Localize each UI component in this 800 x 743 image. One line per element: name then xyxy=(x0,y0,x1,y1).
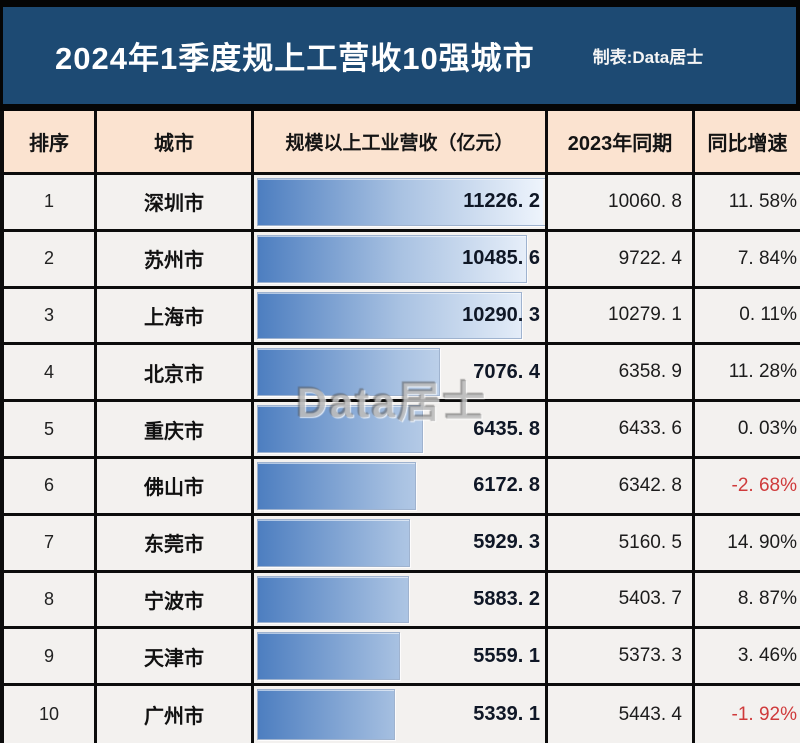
revenue-bar-cell: 5883. 2 xyxy=(254,572,548,627)
credit-label: 制表:Data居士 xyxy=(592,48,704,67)
city-cell: 宁波市 xyxy=(97,572,254,627)
prev-year-cell: 6433. 6 xyxy=(548,402,695,456)
city-cell: 北京市 xyxy=(97,345,254,400)
growth-cell: 0. 03% xyxy=(737,418,797,440)
column-header-growth: 同比增速 xyxy=(707,133,788,155)
growth-cell: 8. 87% xyxy=(737,588,797,610)
rank-cell: 8 xyxy=(0,572,97,627)
revenue-bar-cell: 7076. 4 xyxy=(254,345,548,400)
table-row: 10 广州市 5339. 1 5443. 4 -1. 92% xyxy=(0,686,800,743)
table-row: 6 佛山市 6172. 8 6342. 8 -2. 68% xyxy=(0,458,800,516)
city-cell: 天津市 xyxy=(97,629,254,684)
revenue-value: 5559. 1 xyxy=(473,644,540,667)
revenue-bar-cell: 10290. 3 xyxy=(254,288,548,343)
revenue-value: 5339. 1 xyxy=(473,703,540,726)
column-header-prev: 2023年同期 xyxy=(548,111,695,172)
revenue-bar-cell: 10485. 6 xyxy=(254,231,548,286)
rank-cell: 10 xyxy=(0,686,97,743)
rank-cell: 6 xyxy=(0,458,97,513)
rank-cell: 7 xyxy=(0,515,97,570)
city-cell: 重庆市 xyxy=(97,402,254,456)
revenue-data-bar xyxy=(257,575,409,624)
revenue-data-bar xyxy=(257,689,395,740)
growth-cell: -1. 92% xyxy=(731,703,797,725)
growth-cell: 14. 90% xyxy=(727,531,797,553)
revenue-data-bar xyxy=(257,291,523,340)
city-cell: 上海市 xyxy=(97,288,254,343)
growth-cell: 3. 46% xyxy=(737,645,797,667)
title-banner: 2024年1季度规上工营收10强城市 制表:Data居士 xyxy=(3,7,796,104)
revenue-value: 6435. 8 xyxy=(473,417,540,440)
revenue-bar-cell: 11226. 2 xyxy=(254,175,548,229)
prev-year-cell: 10060. 8 xyxy=(548,175,695,229)
prev-year-cell: 6358. 9 xyxy=(548,345,695,400)
revenue-data-bar xyxy=(257,518,410,567)
revenue-value: 11226. 2 xyxy=(463,190,540,213)
prev-year-cell: 6342. 8 xyxy=(548,458,695,513)
prev-year-cell: 10279. 1 xyxy=(548,288,695,343)
table-row: 4 北京市 7076. 4 6358. 9 11. 28% xyxy=(0,345,800,403)
city-cell: 东莞市 xyxy=(97,515,254,570)
column-header-revenue: 规模以上工业营收（亿元） xyxy=(254,111,548,172)
growth-cell: 0. 11% xyxy=(739,304,797,326)
table-row: 5 重庆市 6435. 8 6433. 6 0. 03% xyxy=(0,402,800,459)
growth-cell: 11. 28% xyxy=(728,361,797,383)
table-header: 排序 城市 规模以上工业营收（亿元） 2023年同期 同比增速 xyxy=(0,111,800,175)
prev-year-cell: 5160. 5 xyxy=(548,515,695,570)
revenue-bar-cell: 5929. 3 xyxy=(254,515,548,570)
revenue-data-bar xyxy=(257,405,423,453)
revenue-value: 10485. 6 xyxy=(462,247,540,270)
page-title: 2024年1季度规上工营收10强城市 xyxy=(55,41,535,76)
revenue-value: 6172. 8 xyxy=(473,474,540,497)
prev-year-cell: 5443. 4 xyxy=(548,686,695,743)
city-cell: 佛山市 xyxy=(97,458,254,513)
city-cell: 广州市 xyxy=(97,686,254,743)
column-header-city: 城市 xyxy=(97,111,254,172)
data-table: 排序 城市 规模以上工业营收（亿元） 2023年同期 同比增速 1 深圳市 11… xyxy=(0,104,800,743)
revenue-data-bar xyxy=(257,178,545,226)
table-row: 2 苏州市 10485. 6 9722. 4 7. 84% xyxy=(0,231,800,289)
table-row: 9 天津市 5559. 1 5373. 3 3. 46% xyxy=(0,629,800,687)
table-row: 8 宁波市 5883. 2 5403. 7 8. 87% xyxy=(0,572,800,630)
prev-year-cell: 5403. 7 xyxy=(548,572,695,627)
revenue-data-bar xyxy=(257,632,401,681)
table-body: 1 深圳市 11226. 2 10060. 8 11. 58% 2 苏州市 10… xyxy=(0,175,800,743)
revenue-bar-cell: 6435. 8 xyxy=(254,402,548,456)
revenue-data-bar xyxy=(257,234,528,283)
revenue-value: 5883. 2 xyxy=(473,587,540,610)
column-header-rank: 排序 xyxy=(0,111,97,172)
rank-cell: 9 xyxy=(0,629,97,684)
rank-cell: 3 xyxy=(0,288,97,343)
table-row: 7 东莞市 5929. 3 5160. 5 14. 90% xyxy=(0,515,800,573)
growth-cell: 11. 58% xyxy=(728,190,797,212)
prev-year-cell: 5373. 3 xyxy=(548,629,695,684)
revenue-bar-cell: 6172. 8 xyxy=(254,458,548,513)
table-row: 1 深圳市 11226. 2 10060. 8 11. 58% xyxy=(0,175,800,232)
prev-year-cell: 9722. 4 xyxy=(548,231,695,286)
rank-cell: 5 xyxy=(0,402,97,456)
rank-cell: 1 xyxy=(0,175,97,229)
revenue-bar-cell: 5559. 1 xyxy=(254,629,548,684)
revenue-data-bar xyxy=(257,348,440,397)
growth-cell: -2. 68% xyxy=(731,474,797,496)
revenue-value: 7076. 4 xyxy=(473,360,540,383)
table-header-row: 排序 城市 规模以上工业营收（亿元） 2023年同期 同比增速 xyxy=(0,111,800,175)
revenue-bar-cell: 5339. 1 xyxy=(254,686,548,743)
table-row: 3 上海市 10290. 3 10279. 1 0. 11% xyxy=(0,288,800,346)
rank-cell: 2 xyxy=(0,231,97,286)
revenue-value: 5929. 3 xyxy=(473,531,540,554)
revenue-data-bar xyxy=(257,461,417,510)
revenue-value: 10290. 3 xyxy=(462,303,540,326)
city-cell: 深圳市 xyxy=(97,175,254,229)
city-cell: 苏州市 xyxy=(97,231,254,286)
rank-cell: 4 xyxy=(0,345,97,400)
growth-cell: 7. 84% xyxy=(737,247,797,269)
